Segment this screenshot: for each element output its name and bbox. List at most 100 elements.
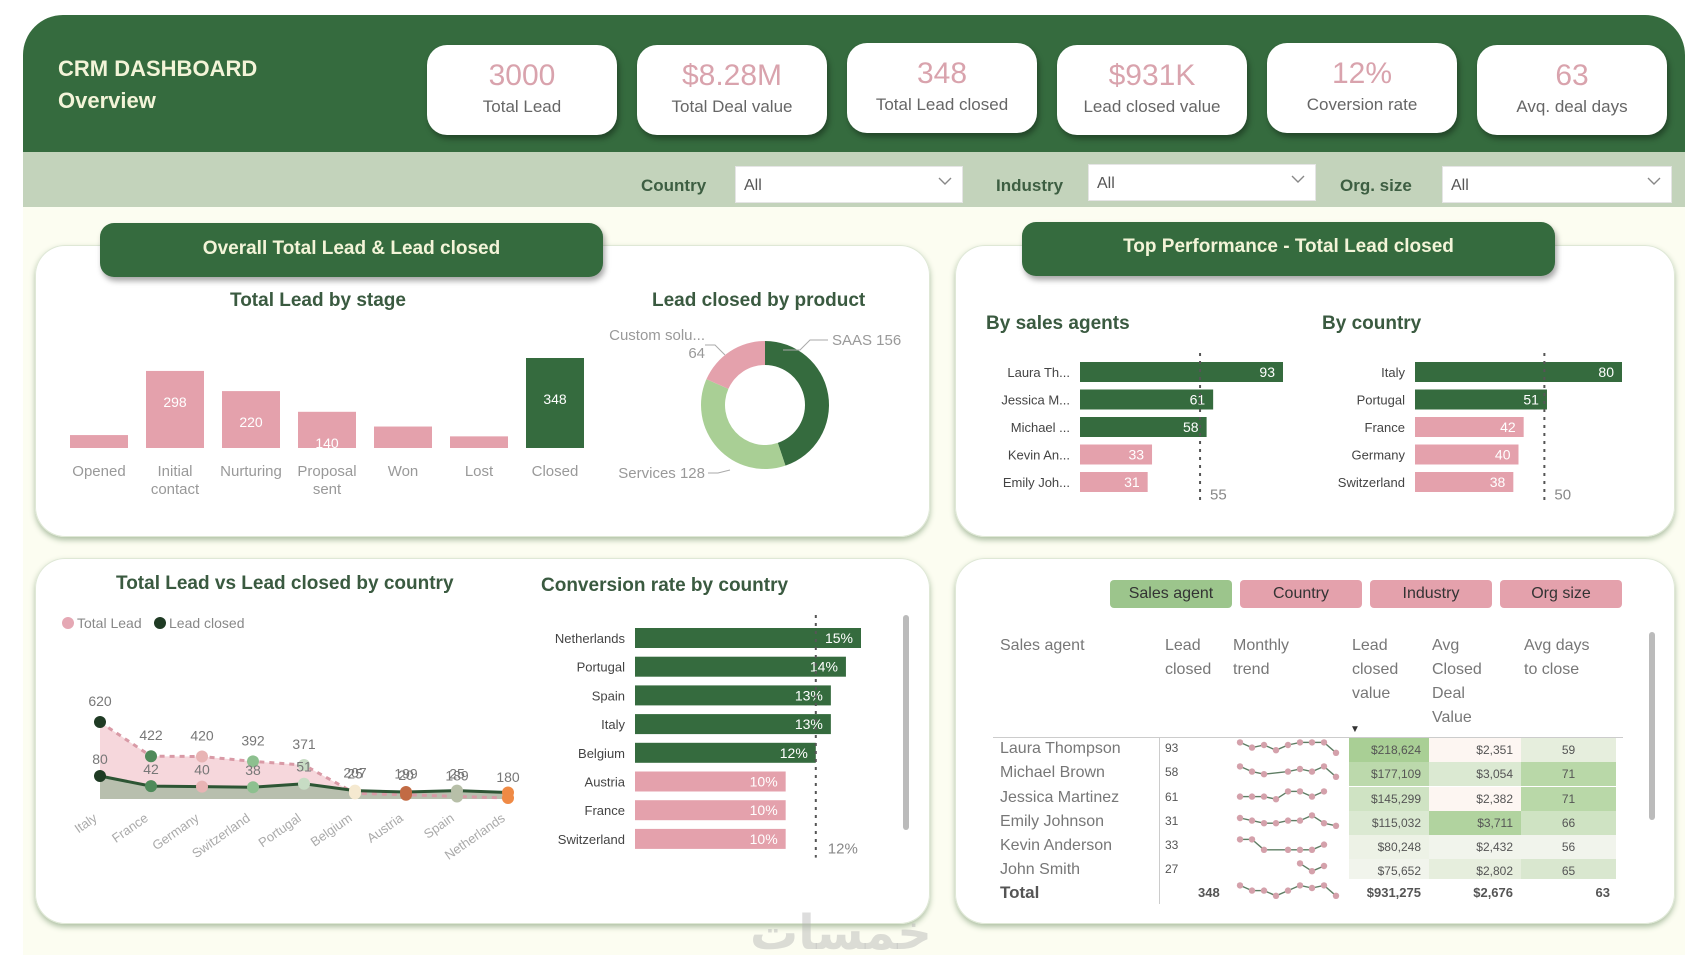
monthly-trend-sparkline [1236, 812, 1340, 829]
column-header[interactable]: Lead closed [1165, 634, 1211, 682]
donut-slice [701, 379, 786, 469]
table-toggle-org-size[interactable]: Org size [1500, 580, 1622, 608]
avg-days-to-close-cell: 65 [1521, 859, 1616, 879]
bar [635, 742, 816, 763]
column-header-line: to close [1524, 661, 1580, 678]
column-header[interactable]: Lead closed value [1352, 634, 1398, 706]
bar-category-label: Italy [601, 717, 625, 732]
monthly-trend-sparkline [1236, 739, 1340, 756]
sparkline-point [1284, 817, 1292, 824]
total-monthly-trend-sparkline [1236, 882, 1340, 899]
lead-closed-by-product-chart: SAAS 156 Services 128 Custom solu...64 [609, 327, 901, 482]
column-header[interactable]: Avg days to close [1524, 634, 1590, 682]
legend-label-total-lead: Total Lead [77, 615, 142, 631]
lead-closed-point [502, 786, 514, 799]
country-dropdown[interactable]: All [735, 166, 963, 203]
table-toggle-country[interactable]: Country [1240, 580, 1362, 608]
lead-closed-point [400, 786, 412, 798]
column-header[interactable]: Sales agent [1000, 634, 1085, 658]
bar [1415, 417, 1524, 437]
bar-category-label: Portugal [1357, 393, 1406, 408]
stage-axis-label: Initial [157, 463, 192, 480]
stage-axis-label: Nurturing [220, 463, 282, 480]
sparkline-point [1260, 846, 1268, 853]
sparkline-point [1236, 739, 1244, 746]
bar-value-label: 10% [750, 774, 778, 790]
sparkline-point [1296, 788, 1304, 795]
chevron-down-icon [938, 177, 952, 185]
sparkline-point [1320, 763, 1328, 770]
kpi-card-total-lead: 3000 Total Lead [427, 45, 617, 135]
sparkline-point [1320, 841, 1328, 848]
conversion-rate-chart: Netherlands 15% Portugal 14% Spain 13% Italy 13… [555, 615, 861, 858]
bar-value-label: 31 [1124, 474, 1140, 490]
sparkline-point [1320, 882, 1328, 889]
column-header[interactable]: Avg Closed Deal Value [1432, 634, 1482, 730]
bar-value-label: 80 [1598, 364, 1614, 380]
total-lead-value-label: 422 [139, 727, 163, 743]
bar-value-label: 10% [750, 831, 778, 847]
sparkline-point [1248, 836, 1256, 843]
kpi-label: Total Lead closed [875, 95, 1009, 114]
kpi-card-conversion-rate: 12% Coversion rate [1267, 43, 1457, 133]
column-header-line: Closed [1432, 661, 1482, 678]
monthly-trend-sparkline [1236, 788, 1328, 803]
kpi-value: $8.28M [681, 59, 783, 92]
avg-days-to-close-cell: 66 [1521, 811, 1616, 835]
industry-dropdown[interactable]: All [1088, 164, 1316, 201]
dropdown-value: All [1097, 175, 1115, 192]
stage-axis-label: Proposal [297, 463, 356, 480]
sparkline-point [1260, 741, 1268, 749]
sparkline-point [1272, 820, 1280, 827]
sparkline-segment [1263, 770, 1289, 775]
avg-closed-deal-value-cell: $2,802 [1429, 859, 1521, 879]
lead-closed-value-label: 25 [347, 766, 363, 782]
sparkline-point [1236, 763, 1244, 770]
stage-bar [298, 411, 356, 448]
chart-title-lead-closed-by-product: Lead closed by product [652, 290, 866, 311]
kpi-label: Total Deal value [671, 97, 793, 116]
column-header-line: Lead [1352, 637, 1388, 654]
total-lead-point [196, 750, 208, 763]
country-panel [35, 558, 930, 924]
reference-line-label: 12% [828, 841, 858, 858]
table-toggle-industry[interactable]: Industry [1370, 580, 1492, 608]
stage-axis-label: Opened [72, 463, 125, 480]
bar-value-label: 58 [1183, 419, 1199, 435]
total-lead-point [298, 759, 310, 772]
avg-closed-deal-value-cell: $2,351 [1429, 738, 1521, 762]
table-header-divider [993, 737, 1623, 738]
donut-label-saas: SAAS 156 [832, 332, 901, 349]
column-header-line: value [1352, 685, 1391, 702]
sparkline-point [1296, 765, 1304, 773]
bar-value-label: 13% [795, 716, 823, 732]
donut-leader-line [705, 344, 726, 356]
avg-days-to-close-cell: 56 [1521, 835, 1616, 859]
stage-bar [526, 358, 584, 448]
column-header[interactable]: Monthly trend [1233, 634, 1289, 682]
conversion-chart-scrollbar[interactable] [903, 615, 909, 830]
sparkline-point [1308, 846, 1316, 853]
table-scrollbar[interactable] [1649, 632, 1655, 820]
total-lead-point [247, 755, 259, 768]
bar [1080, 417, 1207, 437]
reference-line-label: 50 [1554, 487, 1571, 504]
lead-closed-value-label: 40 [194, 762, 210, 778]
avg-closed-deal-value-cell: $3,711 [1429, 811, 1521, 835]
bar-category-label: Germany [1352, 448, 1406, 463]
lead-closed-value: 61 [1165, 790, 1179, 804]
lead-closed-value-cell: $177,109 [1349, 762, 1429, 786]
bar [1080, 472, 1148, 492]
sparkline-point [1248, 887, 1256, 894]
filter-label-industry: Industry [996, 176, 1064, 195]
column-header-line: trend [1233, 661, 1270, 678]
total-lead-value-label: 392 [241, 732, 265, 748]
donut-slice [765, 341, 829, 466]
org-size-dropdown[interactable]: All [1442, 166, 1672, 203]
lead-closed-value-cell: $75,652 [1349, 859, 1429, 879]
chart-title-lead-by-stage: Total Lead by stage [230, 290, 406, 311]
bar [635, 628, 861, 648]
filter-label-org-size: Org. size [1340, 176, 1412, 195]
table-toggle-sales-agent[interactable]: Sales agent [1110, 580, 1232, 608]
bar-value-label: 12% [780, 745, 808, 761]
